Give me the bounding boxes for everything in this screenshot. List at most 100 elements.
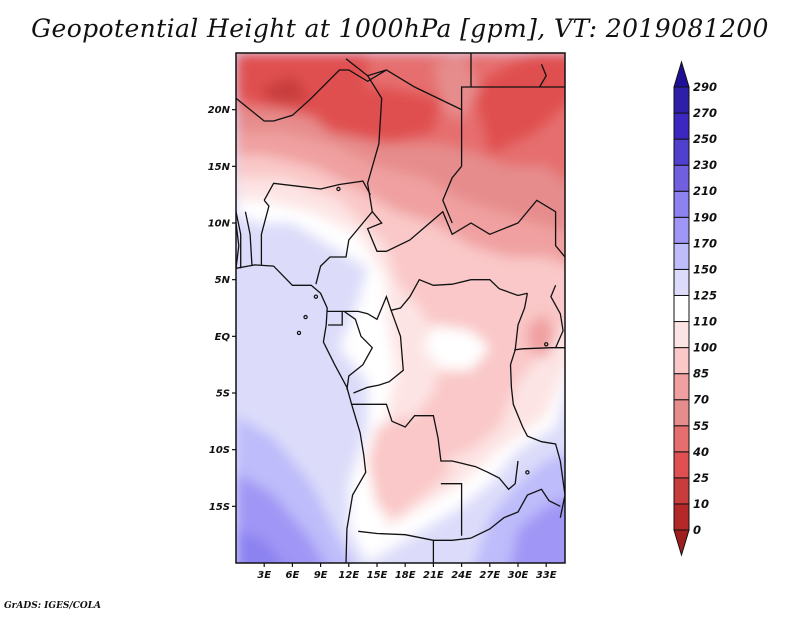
colorbar-max-arrow xyxy=(673,60,690,88)
colorbar-label: 210 xyxy=(693,184,717,198)
contour-region xyxy=(510,498,565,563)
lat-tick-label: 15S xyxy=(209,502,230,513)
border-line xyxy=(351,403,519,491)
lat-tick-label: EQ xyxy=(215,332,231,343)
contour-region xyxy=(236,529,284,563)
country-borders xyxy=(236,53,565,563)
colorbar-label: 150 xyxy=(693,262,717,276)
colorbar-label: 230 xyxy=(693,158,717,172)
colorbar-label: 0 xyxy=(693,523,701,537)
colorbar-label: 270 xyxy=(693,106,717,120)
border-line xyxy=(315,211,373,285)
contour-region xyxy=(367,415,453,518)
border-line xyxy=(345,58,463,167)
lon-tick-label: 18E xyxy=(395,570,416,581)
lat-tick-label: 15N xyxy=(208,162,231,173)
border-line xyxy=(442,165,463,224)
grads-credit: GrADS: IGES/COLA xyxy=(4,601,102,611)
colorbar-label: 55 xyxy=(693,419,709,433)
border-line xyxy=(470,488,561,539)
lon-tick-label: 12E xyxy=(338,570,359,581)
colorbar-box xyxy=(673,190,690,218)
map-frame xyxy=(235,52,566,564)
colorbar-box xyxy=(673,112,690,140)
border-line xyxy=(440,483,463,536)
border-line xyxy=(236,211,242,269)
island-outline xyxy=(296,330,302,336)
colorbar-box xyxy=(673,164,690,192)
border-line xyxy=(327,278,528,321)
contour-region xyxy=(264,75,312,104)
border-line xyxy=(244,211,253,267)
axis-ticks: 20N 15N 10N 5N EQ 5S 10S 15S 3E 6E 9E 12E 15E 18E 21E 2… xyxy=(208,105,557,581)
colorbar-box xyxy=(673,242,690,270)
colorbar-label: 70 xyxy=(693,393,709,407)
border-line xyxy=(236,264,367,563)
lon-tick-label: 21E xyxy=(423,570,444,581)
border-line xyxy=(236,222,240,269)
lon-tick-label: 9E xyxy=(314,570,328,581)
border-line xyxy=(460,86,565,110)
lat-tick-label: 10N xyxy=(208,219,231,230)
lon-tick-label: 15E xyxy=(367,570,388,581)
colorbar-box xyxy=(673,294,690,323)
colorbar-box xyxy=(673,399,690,427)
border-line xyxy=(550,285,564,348)
lat-tick-label: 5S xyxy=(216,389,230,400)
colorbar-box xyxy=(673,373,690,401)
lon-tick-label: 6E xyxy=(286,570,300,581)
colorbar-label: 110 xyxy=(693,315,717,329)
island-outline xyxy=(313,294,319,299)
chart-title: Geopotential Height at 1000hPa [gpm], VT… xyxy=(31,14,769,43)
colorbar-box xyxy=(673,477,690,505)
lon-tick-label: 30E xyxy=(508,570,529,581)
island-outline xyxy=(336,186,341,192)
border-line xyxy=(509,293,561,462)
colorbar-label: 10 xyxy=(693,497,709,511)
island-outline xyxy=(544,342,549,347)
border-line xyxy=(328,311,343,326)
contour-region xyxy=(424,325,490,371)
colorbar-label: 250 xyxy=(693,132,717,146)
border-line xyxy=(559,460,565,518)
colorbar-box xyxy=(673,347,690,375)
colorbar-box xyxy=(673,425,690,453)
colorbar-label: 40 xyxy=(692,445,709,459)
height-field xyxy=(236,53,565,563)
colorbar-box xyxy=(673,321,690,349)
border-line xyxy=(236,69,387,122)
border-line xyxy=(358,530,472,541)
border-line xyxy=(539,64,547,88)
lon-tick-label: 24E xyxy=(451,570,472,581)
colorbar-label: 190 xyxy=(693,210,717,224)
colorbar-label: 25 xyxy=(693,471,709,485)
colorbar-box xyxy=(673,138,690,166)
colorbar-box xyxy=(673,503,690,531)
border-line xyxy=(514,347,565,351)
island-outline xyxy=(303,314,308,320)
colorbar: 0 10 25 40 55 70 85 100 110 125 150 170 190 210 230 250… xyxy=(673,60,717,557)
lat-tick-label: 5N xyxy=(215,275,231,286)
lon-tick-label: 27E xyxy=(479,570,500,581)
colorbar-label: 125 xyxy=(693,288,717,302)
colorbar-label: 100 xyxy=(693,341,717,355)
border-line xyxy=(263,180,371,201)
lon-tick-label: 33E xyxy=(536,570,557,581)
colorbar-label: 290 xyxy=(693,80,717,94)
colorbar-box xyxy=(673,216,690,244)
colorbar-box xyxy=(673,86,690,114)
colorbar-box xyxy=(673,268,690,296)
border-line xyxy=(366,75,565,258)
lat-tick-label: 10S xyxy=(209,445,230,456)
lat-tick-label: 20N xyxy=(208,105,231,116)
colorbar-label: 85 xyxy=(693,367,709,381)
border-line xyxy=(260,199,270,265)
colorbar-min-arrow xyxy=(673,529,690,557)
border-line xyxy=(343,310,374,390)
contour-region xyxy=(471,53,565,155)
colorbar-box xyxy=(673,451,690,479)
lon-tick-label: 3E xyxy=(257,570,271,581)
contour-region xyxy=(433,53,481,121)
colorbar-label: 170 xyxy=(693,236,717,250)
